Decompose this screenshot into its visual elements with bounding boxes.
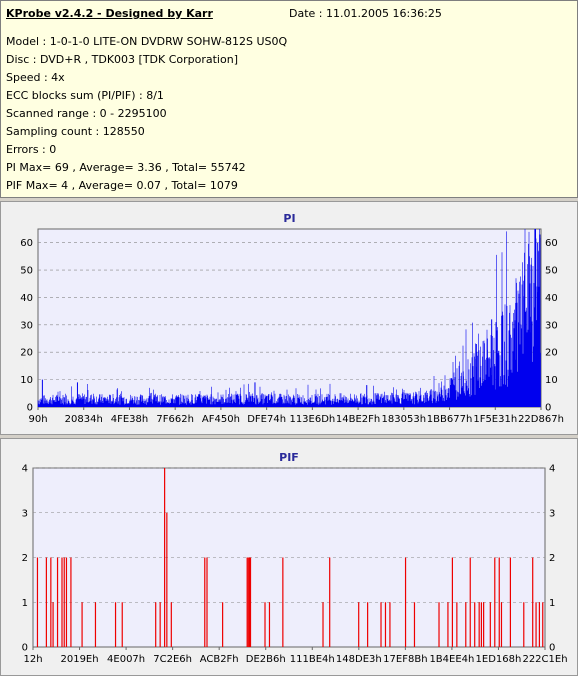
x-tick-label: 222C1Eh <box>522 654 567 665</box>
x-tick-label: 4FE38h <box>111 414 149 425</box>
y-tick-label-right: 1 <box>549 598 555 609</box>
x-tick-label: 148DE3h <box>336 654 382 665</box>
y-tick-label-right: 30 <box>545 320 558 331</box>
y-tick-label-left: 0 <box>27 403 33 414</box>
x-tick-label: 1B4EE4h <box>429 654 474 665</box>
pi-series <box>37 229 541 407</box>
x-tick-label: 183053h <box>382 414 427 425</box>
y-tick-label-left: 50 <box>20 266 33 277</box>
x-tick-label: 111BE4h <box>290 654 335 665</box>
y-tick-label-right: 60 <box>545 238 558 249</box>
x-tick-label: 14BE2Fh <box>336 414 380 425</box>
x-tick-label: 1ED168h <box>476 654 522 665</box>
plot-area <box>32 467 546 648</box>
y-tick-label-right: 50 <box>545 266 558 277</box>
pi-chart-panel: PI 0 0 10 10 20 20 30 30 40 40 50 50 60 60 90h 20834h 4FE… <box>0 201 578 435</box>
y-tick-label-left: 3 <box>22 508 28 519</box>
y-tick-label-right: 10 <box>545 375 558 386</box>
x-tick-label: 22D867h <box>518 414 564 425</box>
x-tick-label: 2019Eh <box>60 654 98 665</box>
y-tick-label-right: 0 <box>549 643 555 654</box>
x-tick-label: 1F5E31h <box>473 414 517 425</box>
info-pi-stats: PI Max= 69 , Average= 3.36 , Total= 5574… <box>6 161 246 174</box>
x-tick-label: DFE74h <box>247 414 286 425</box>
info-disc: Disc : DVD+R , TDK003 [TDK Corporation] <box>6 53 238 66</box>
y-tick-label-left: 0 <box>22 643 28 654</box>
plot-area <box>37 228 542 408</box>
info-model: Model : 1-0-1-0 LITE-ON DVDRW SOHW-812S … <box>6 35 288 48</box>
x-tick-label: 90h <box>28 414 47 425</box>
info-errors: Errors : 0 <box>6 143 57 156</box>
pif-chart-panel: PIF 0 0 1 1 2 2 3 3 4 4 12h 2019Eh 4E007h 7C2E6h ACB2Fh… <box>0 438 578 676</box>
x-tick-label: 7C2E6h <box>153 654 192 665</box>
x-tick-label: 7F662h <box>156 414 194 425</box>
info-speed: Speed : 4x <box>6 71 65 84</box>
x-tick-label: 113E6Dh <box>289 414 335 425</box>
info-sampling: Sampling count : 128550 <box>6 125 145 138</box>
info-panel: KProbe v2.4.2 - Designed by Karr Date : … <box>0 0 578 198</box>
y-tick-label-left: 4 <box>22 464 28 475</box>
y-tick-label-left: 20 <box>20 348 33 359</box>
app-title: KProbe v2.4.2 - Designed by Karr <box>6 7 213 20</box>
x-tick-label: 20834h <box>65 414 103 425</box>
y-tick-label-left: 10 <box>20 375 33 386</box>
y-tick-label-left: 30 <box>20 320 33 331</box>
pif-chart: PIF 0 0 1 1 2 2 3 3 4 4 12h 2019Eh 4E007h 7C2E6h ACB2Fh… <box>22 451 568 665</box>
scan-date: Date : 11.01.2005 16:36:25 <box>289 7 442 20</box>
x-tick-label: 12h <box>23 654 42 665</box>
y-tick-label-left: 60 <box>20 238 33 249</box>
info-ecc: ECC blocks sum (PI/PIF) : 8/1 <box>6 89 164 102</box>
pi-chart: PI 0 0 10 10 20 20 30 30 40 40 50 50 60 60 90h 20834h 4FE… <box>20 212 564 425</box>
chart-title: PI <box>283 212 295 225</box>
x-tick-label: ACB2Fh <box>200 654 239 665</box>
x-tick-label: 17EF8Bh <box>383 654 427 665</box>
y-tick-label-right: 4 <box>549 464 555 475</box>
y-tick-label-left: 40 <box>20 293 33 304</box>
x-tick-label: 1BB677h <box>427 414 473 425</box>
info-pif-stats: PIF Max= 4 , Average= 0.07 , Total= 1079 <box>6 179 238 192</box>
x-tick-label: 4E007h <box>107 654 145 665</box>
y-tick-label-right: 20 <box>545 348 558 359</box>
info-range: Scanned range : 0 - 2295100 <box>6 107 167 120</box>
chart-title: PIF <box>279 451 299 464</box>
y-tick-label-left: 2 <box>22 553 28 564</box>
y-tick-label-left: 1 <box>22 598 28 609</box>
x-tick-label: DE2B6h <box>246 654 286 665</box>
x-tick-label: AF450h <box>202 414 240 425</box>
y-tick-label-right: 40 <box>545 293 558 304</box>
y-tick-label-right: 3 <box>549 508 555 519</box>
y-tick-label-right: 0 <box>545 403 551 414</box>
y-tick-label-right: 2 <box>549 553 555 564</box>
